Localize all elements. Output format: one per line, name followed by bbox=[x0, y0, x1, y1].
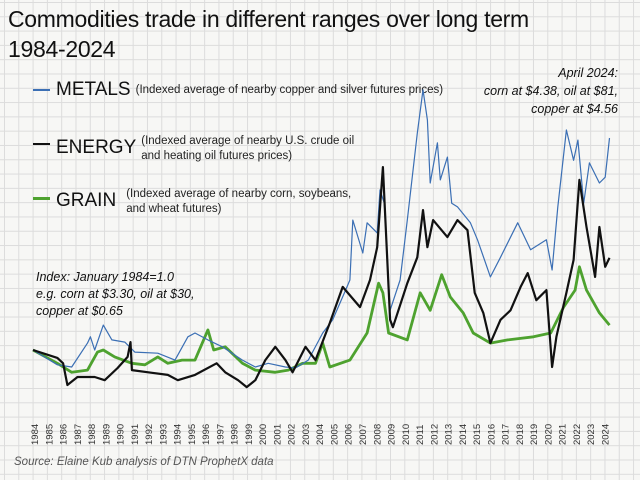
latest-prices-annotation: April 2024: corn at $4.38, oil at $81, c… bbox=[484, 64, 618, 118]
x-tick-label: 1993 bbox=[158, 424, 169, 445]
x-tick-label: 2014 bbox=[458, 424, 469, 445]
x-tick-label: 2020 bbox=[543, 424, 554, 445]
grain-swatch-icon bbox=[33, 197, 50, 200]
x-tick-label: 1994 bbox=[173, 424, 184, 445]
x-tick-label: 1996 bbox=[201, 424, 212, 445]
x-tick-label: 2010 bbox=[401, 424, 412, 445]
x-tick-label: 2009 bbox=[387, 424, 398, 445]
x-tick-label: 2012 bbox=[429, 424, 440, 445]
annotation-line: corn at $4.38, oil at $81, bbox=[483, 84, 618, 98]
series-line-metals bbox=[32, 89, 611, 369]
legend-item-grain: GRAIN (Indexed average of nearby corn, s… bbox=[33, 185, 351, 217]
x-tick-label: 2022 bbox=[572, 424, 583, 445]
legend-desc-grain-1: (Indexed average of nearby corn, soybean… bbox=[126, 188, 352, 200]
x-tick-label: 2000 bbox=[258, 424, 269, 445]
legend-desc-energy-1: (Indexed average of nearby U.S. crude oi… bbox=[141, 135, 355, 147]
x-tick-label: 1995 bbox=[187, 424, 198, 445]
x-tick-label: 2015 bbox=[472, 424, 483, 445]
metals-swatch-icon bbox=[33, 89, 50, 91]
legend-desc-metals: (Indexed average of nearby copper and si… bbox=[135, 84, 444, 96]
x-tick-label: 2006 bbox=[344, 424, 355, 445]
x-tick-label: 2023 bbox=[586, 424, 597, 445]
x-tick-label: 1985 bbox=[44, 424, 55, 445]
x-tick-label: 1998 bbox=[230, 424, 241, 445]
series-line-energy bbox=[32, 166, 611, 389]
annotation-line: Index: January 1984=1.0 bbox=[36, 270, 174, 284]
energy-swatch-icon bbox=[33, 143, 50, 145]
chart-subtitle: 1984-2024 bbox=[8, 36, 116, 62]
annotation-line: e.g. corn at $3.30, oil at $30, bbox=[36, 287, 195, 301]
x-tick-label: 1990 bbox=[116, 424, 127, 445]
x-tick-label: 1999 bbox=[244, 424, 255, 445]
x-tick-label: 2002 bbox=[287, 424, 298, 445]
x-tick-label: 2003 bbox=[301, 424, 312, 445]
legend-item-energy: ENERGY (Indexed average of nearby U.S. c… bbox=[33, 132, 354, 164]
x-tick-label: 2008 bbox=[372, 424, 383, 445]
x-tick-label: 2011 bbox=[415, 425, 426, 445]
annotation-line: April 2024: bbox=[558, 66, 618, 80]
x-tick-label: 2007 bbox=[358, 424, 369, 445]
annotation-line: copper at $4.56 bbox=[531, 102, 618, 116]
legend-desc-grain-2: and wheat futures) bbox=[126, 203, 222, 215]
x-tick-label: 2016 bbox=[486, 424, 497, 445]
x-tick-label: 2001 bbox=[272, 424, 283, 445]
x-tick-label: 2005 bbox=[329, 424, 340, 445]
x-tick-label: 1986 bbox=[59, 424, 70, 445]
x-tick-label: 1988 bbox=[87, 424, 98, 445]
legend-item-metals: METALS (Indexed average of nearby copper… bbox=[33, 78, 443, 102]
series-line-grain bbox=[32, 265, 611, 374]
legend-label-grain: GRAIN bbox=[56, 190, 117, 211]
index-annotation: Index: January 1984=1.0 e.g. corn at $3.… bbox=[36, 269, 194, 320]
legend-label-energy: ENERGY bbox=[56, 137, 137, 158]
legend-label-metals: METALS bbox=[56, 79, 131, 100]
x-tick-label: 2017 bbox=[501, 424, 512, 445]
x-tick-label: 2004 bbox=[315, 424, 326, 445]
annotation-line: copper at $0.65 bbox=[36, 304, 123, 318]
source-note: Source: Elaine Kub analysis of DTN Proph… bbox=[14, 456, 274, 468]
x-tick-label: 1989 bbox=[101, 424, 112, 445]
x-tick-label: 2019 bbox=[529, 424, 540, 445]
x-tick-label: 1987 bbox=[73, 424, 84, 445]
x-tick-label: 2018 bbox=[515, 424, 526, 445]
legend-desc-energy-2: and heating oil futures prices) bbox=[141, 150, 293, 162]
chart-title: Commodities trade in different ranges ov… bbox=[8, 6, 529, 32]
x-tick-label: 1997 bbox=[215, 424, 226, 445]
x-tick-label: 2024 bbox=[600, 424, 611, 445]
x-tick-label: 1991 bbox=[130, 424, 141, 445]
x-tick-label: 1992 bbox=[144, 424, 155, 445]
x-tick-label: 1984 bbox=[30, 424, 41, 445]
x-tick-label: 2021 bbox=[558, 424, 569, 445]
x-tick-label: 2013 bbox=[444, 424, 455, 445]
